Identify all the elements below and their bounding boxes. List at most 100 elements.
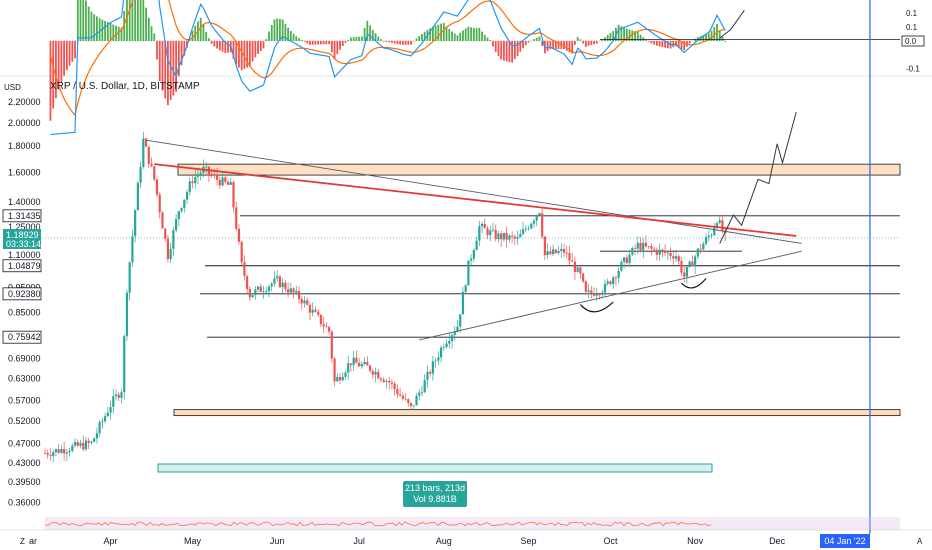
macd-histogram-bar bbox=[120, 27, 123, 42]
price-tick-label: 2.00000 bbox=[8, 118, 41, 128]
candle-body bbox=[521, 229, 525, 235]
candle-body bbox=[273, 278, 276, 284]
macd-histogram-bar bbox=[467, 26, 470, 42]
macd-histogram-bar bbox=[167, 40, 169, 106]
candle-body bbox=[513, 236, 516, 239]
macd-histogram-bar bbox=[434, 25, 437, 42]
candle-body bbox=[598, 294, 601, 296]
macd-histogram-bar bbox=[328, 40, 330, 45]
range-measure[interactable]: 213 bars, 213d Vol 9.881B bbox=[157, 463, 713, 507]
candle-body bbox=[292, 288, 295, 293]
macd-histogram-bar bbox=[505, 40, 508, 62]
macd-histogram-bar bbox=[180, 40, 183, 66]
macd-histogram-bar bbox=[87, 6, 90, 42]
auto-scale-button[interactable]: A bbox=[917, 537, 923, 546]
macd-histogram-bar bbox=[522, 40, 524, 49]
macd-histogram-bar bbox=[276, 18, 279, 42]
macd-histogram-bar bbox=[82, 0, 85, 42]
macd-histogram-bar bbox=[246, 40, 249, 68]
macd-histogram-bar bbox=[631, 30, 634, 42]
macd-histogram-bar bbox=[227, 40, 229, 53]
macd-histogram-bar bbox=[647, 40, 650, 42]
candle-body bbox=[546, 251, 549, 256]
macd-histogram-bar bbox=[595, 40, 598, 44]
macd-histogram-bar bbox=[513, 40, 516, 60]
macd-histogram-bar bbox=[385, 40, 388, 42]
price-tick-label: 0.47000 bbox=[8, 438, 41, 448]
macd-histogram-bar bbox=[238, 40, 240, 68]
trendline-lower-triangle bbox=[419, 250, 802, 341]
macd-histogram-bar bbox=[508, 40, 511, 63]
candle-body bbox=[445, 343, 448, 348]
macd-histogram-bar bbox=[85, 0, 87, 42]
candle-body bbox=[677, 256, 680, 262]
macd-histogram-bar bbox=[279, 19, 281, 42]
candle-body bbox=[426, 371, 429, 381]
range-measure-label-box bbox=[403, 481, 467, 507]
candle-body bbox=[456, 326, 459, 332]
candle-body bbox=[541, 213, 544, 237]
date-highlight: 04 Jan '22 bbox=[824, 536, 865, 546]
rsi-band bbox=[45, 517, 900, 530]
candle-body bbox=[628, 254, 631, 264]
candle-body bbox=[516, 237, 519, 239]
macd-histogram-bar bbox=[612, 31, 615, 42]
macd-histogram-bar bbox=[161, 40, 164, 91]
candle-body bbox=[172, 230, 175, 249]
range-measure-bars: 213 bars, 213d bbox=[405, 483, 465, 493]
macd-tick-label: -0.1 bbox=[906, 64, 920, 73]
macd-histogram-bar bbox=[489, 39, 492, 42]
candle-body bbox=[117, 394, 120, 398]
macd-histogram-bar bbox=[55, 40, 57, 99]
time-label-Oct: Oct bbox=[603, 536, 618, 546]
macd-histogram-bar bbox=[412, 40, 415, 42]
candle-body bbox=[142, 138, 145, 167]
candle-body bbox=[661, 249, 664, 251]
macd-histogram-bar bbox=[664, 40, 666, 48]
macd-histogram-bar bbox=[158, 40, 161, 82]
macd-histogram-bar bbox=[464, 28, 467, 42]
candle-body bbox=[489, 230, 492, 236]
candle-body bbox=[303, 300, 306, 304]
macd-histogram-bar bbox=[292, 33, 295, 42]
macd-histogram-bar bbox=[232, 40, 235, 59]
range-measure-band[interactable] bbox=[157, 463, 713, 473]
candle-body bbox=[270, 283, 273, 287]
candle-body bbox=[467, 260, 470, 286]
price-axis-panel[interactable] bbox=[902, 0, 932, 530]
zoom-button[interactable]: Z bbox=[20, 537, 25, 546]
candle-body bbox=[491, 229, 495, 231]
candle-body bbox=[691, 261, 694, 267]
candle-body bbox=[415, 395, 418, 406]
candle-body bbox=[314, 309, 317, 312]
candle-body bbox=[592, 293, 596, 296]
candle-body bbox=[161, 212, 164, 229]
candle-body bbox=[188, 181, 191, 193]
candle-body bbox=[325, 326, 328, 328]
macd-histogram-bar bbox=[481, 31, 483, 42]
candle-body bbox=[235, 207, 238, 229]
candle-body bbox=[177, 211, 180, 220]
candle-body bbox=[311, 309, 314, 313]
candle-body bbox=[396, 389, 399, 395]
macd-histogram-bar bbox=[677, 40, 680, 48]
time-axis: ar Apr May Jun Jul Aug Sep Oct Nov Dec bbox=[29, 536, 786, 546]
candle-body bbox=[139, 166, 142, 183]
level-price-label: 0.75942 bbox=[8, 332, 41, 342]
macd-histogram-bar bbox=[164, 40, 167, 99]
macd-histogram-bar bbox=[705, 34, 707, 42]
candle-body bbox=[472, 250, 475, 259]
macd-histogram-bar bbox=[221, 40, 224, 52]
macd-pane: 0.1 0.1 0.0 -0.1 bbox=[49, 0, 920, 136]
macd-histogram-bar bbox=[475, 28, 478, 42]
candle-body bbox=[71, 445, 74, 452]
candle-body bbox=[535, 215, 538, 221]
candle-body bbox=[205, 166, 208, 168]
candle-body bbox=[131, 236, 134, 263]
macd-histogram-bar bbox=[248, 40, 251, 67]
candle-body bbox=[483, 223, 486, 229]
macd-histogram-bar bbox=[205, 31, 208, 42]
candle-body bbox=[497, 233, 500, 240]
